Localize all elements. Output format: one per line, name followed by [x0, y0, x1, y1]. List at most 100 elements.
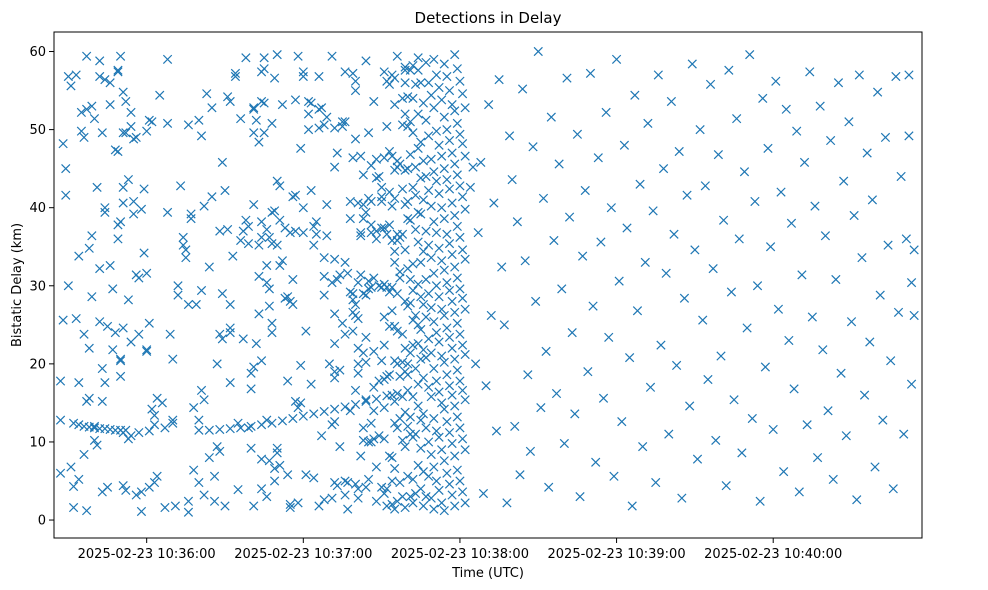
data-point [400, 78, 410, 88]
data-point [460, 151, 470, 161]
data-point [429, 413, 439, 424]
data-point [690, 245, 700, 255]
data-point [622, 223, 632, 233]
data-point [392, 288, 402, 299]
data-point [408, 285, 418, 296]
track-point [204, 425, 214, 435]
data-point [369, 96, 379, 107]
data-point [541, 346, 551, 356]
data-point [413, 53, 423, 63]
data-point [319, 495, 329, 505]
data-point [259, 53, 269, 63]
data-point [515, 470, 525, 480]
data-point [531, 296, 541, 307]
data-point [421, 423, 431, 433]
data-point [160, 502, 170, 513]
data-point [303, 109, 314, 119]
data-point [275, 215, 285, 225]
data-point [408, 392, 418, 402]
y-tick-label: 20 [29, 357, 46, 372]
data-point [416, 443, 426, 453]
data-point [254, 137, 264, 147]
data-point [418, 501, 429, 511]
data-point [160, 423, 170, 433]
data-point [820, 231, 831, 241]
data-point [97, 128, 107, 138]
data-point [311, 217, 321, 227]
data-point [115, 356, 126, 366]
data-point [450, 501, 460, 511]
data-point [345, 196, 355, 207]
data-point [698, 315, 708, 325]
data-point [340, 117, 350, 127]
data-point [397, 357, 408, 367]
data-point [549, 235, 559, 246]
data-point [118, 182, 128, 193]
data-point [361, 290, 371, 300]
data-point [643, 118, 653, 128]
data-point [423, 437, 434, 447]
data-point [852, 495, 862, 505]
data-point [131, 132, 141, 143]
data-point [439, 164, 449, 174]
data-point [196, 385, 207, 396]
data-point [155, 90, 165, 100]
data-point [390, 504, 400, 514]
data-point [95, 263, 105, 274]
plot-frame [54, 32, 922, 538]
data-point [361, 482, 371, 492]
data-point [170, 501, 181, 511]
data-point [442, 124, 452, 135]
data-point [431, 281, 442, 291]
data-point [207, 192, 217, 202]
data-point [460, 254, 470, 264]
data-point [742, 323, 752, 333]
data-point [314, 123, 324, 133]
data-point [348, 326, 358, 336]
data-point [222, 92, 233, 102]
data-point [115, 51, 126, 61]
data-point [810, 201, 820, 211]
data-point [97, 363, 107, 374]
data-point [113, 146, 123, 157]
data-point [363, 437, 374, 447]
data-point [423, 471, 434, 481]
data-point [340, 476, 350, 486]
data-point [361, 56, 371, 66]
data-point [139, 248, 149, 258]
data-point [442, 229, 452, 239]
data-point [452, 273, 462, 283]
data-point [288, 274, 298, 285]
data-point [484, 99, 494, 110]
data-point [447, 198, 457, 208]
data-point [236, 235, 246, 246]
data-point [100, 377, 110, 388]
data-point [400, 245, 410, 255]
data-point [403, 92, 413, 102]
data-point [823, 406, 833, 416]
data-point [692, 454, 703, 464]
data-point [249, 104, 259, 114]
data-point [442, 174, 452, 185]
data-point [455, 423, 465, 433]
data-point [886, 356, 896, 366]
data-point [546, 112, 556, 122]
data-point [241, 53, 251, 63]
data-point [296, 360, 306, 371]
data-point [264, 456, 274, 466]
data-point [136, 506, 147, 517]
data-point [395, 477, 405, 488]
data-point [128, 209, 139, 219]
data-point [249, 501, 259, 511]
data-point [421, 491, 431, 502]
data-point [416, 324, 426, 335]
data-point [157, 398, 167, 408]
data-point [76, 107, 87, 118]
data-point [283, 376, 293, 386]
data-point [123, 295, 134, 305]
data-point [468, 162, 478, 172]
data-point [805, 67, 815, 77]
data-point [194, 115, 204, 125]
data-point [431, 426, 442, 436]
data-point [350, 76, 361, 86]
